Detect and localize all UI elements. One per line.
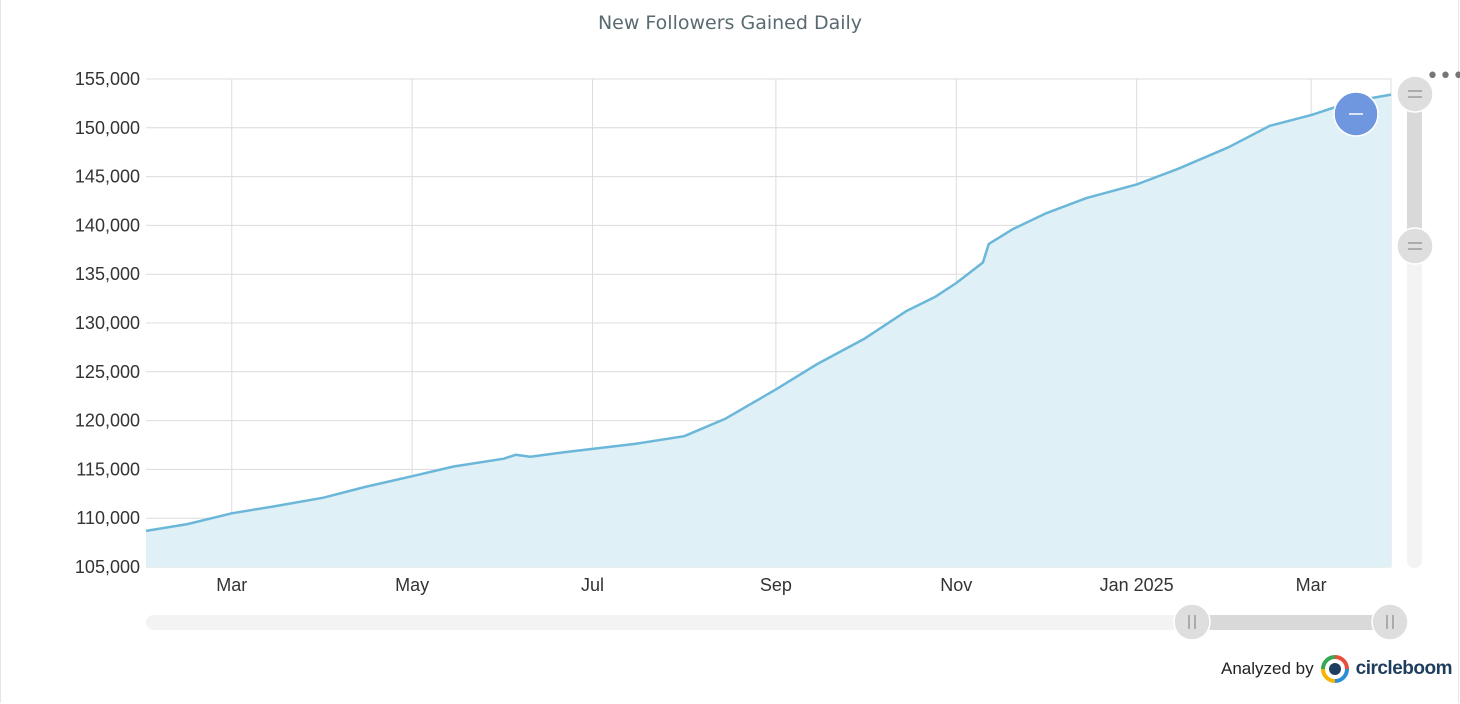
series-area (146, 94, 1391, 567)
vertical-scrollbar[interactable] (1396, 75, 1434, 568)
y-tick-label: 150,000 (75, 118, 140, 138)
x-tick-label: May (395, 575, 429, 595)
y-tick-label: 125,000 (75, 362, 140, 382)
circleboom-logo-icon (1320, 655, 1349, 683)
grip-lines-icon (1408, 90, 1422, 98)
x-tick-label: Jul (581, 575, 604, 595)
y-tick-label: 135,000 (75, 264, 140, 284)
more-horizontal-icon[interactable]: ••• (1426, 64, 1460, 89)
brand-name: circleboom (1355, 658, 1453, 679)
series-line (145, 93, 1392, 533)
attribution[interactable]: Analyzed by circleboom (1221, 652, 1453, 686)
vertical-scrollbar-thumb[interactable] (1407, 94, 1422, 246)
x-tick-label: Nov (940, 575, 972, 595)
grip-lines-icon (1188, 615, 1196, 629)
y-tick-label: 110,000 (76, 508, 140, 528)
horizontal-scrollbar-thumb[interactable] (1192, 615, 1390, 630)
y-tick-label: 120,000 (75, 411, 140, 431)
horizontal-start-grip[interactable] (1173, 603, 1211, 641)
horizontal-end-grip[interactable] (1371, 603, 1409, 641)
y-tick-label: 155,000 (75, 69, 140, 89)
horizontal-scrollbar[interactable] (146, 603, 1409, 641)
x-axis: Mar May Jul Sep Nov Jan 2025 Mar (216, 575, 1326, 595)
x-tick-label: Mar (216, 575, 247, 595)
x-tick-label: Jan 2025 (1100, 575, 1174, 595)
grip-lines-icon (1386, 615, 1394, 629)
horizontal-scrollbar-track[interactable] (146, 615, 1391, 630)
y-tick-label: 145,000 (75, 167, 140, 187)
chart-title: New Followers Gained Daily (597, 12, 863, 34)
zoom-out-button[interactable] (1333, 91, 1379, 137)
vertical-end-grip[interactable] (1396, 227, 1434, 265)
attribution-prefix: Analyzed by (1221, 659, 1314, 678)
x-tick-label: Mar (1296, 575, 1327, 595)
y-tick-label: 105,000 (75, 557, 140, 577)
y-tick-label: 130,000 (75, 313, 140, 333)
x-tick-label: Sep (760, 575, 792, 595)
vertical-start-grip[interactable] (1396, 75, 1434, 113)
series-group (145, 93, 1392, 567)
y-tick-label: 140,000 (75, 215, 140, 235)
y-axis: 105,000 110,000 115,000 120,000 125,000 130,0… (75, 69, 140, 577)
y-tick-label: 115,000 (76, 459, 140, 479)
grip-lines-icon (1408, 242, 1422, 250)
